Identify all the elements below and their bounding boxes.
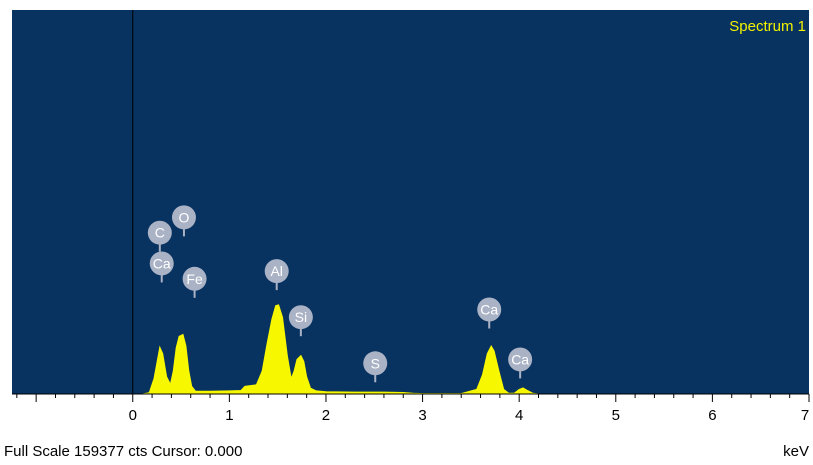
peak-marker-disc: [182, 266, 207, 291]
peak-marker-disc: [171, 205, 196, 230]
spectrum-title: Spectrum 1: [729, 18, 806, 35]
x-tick-label-2: 2: [322, 407, 330, 424]
peak-marker-disc: [149, 251, 174, 276]
peak-marker-ca-7[interactable]: Ca: [477, 297, 502, 329]
x-tick-label-1: 1: [225, 407, 233, 424]
peak-marker-c-0[interactable]: C: [147, 220, 172, 252]
plot-background: [12, 10, 809, 394]
x-tick-label-7: 7: [801, 407, 809, 424]
peak-marker-label: S: [371, 355, 380, 371]
peak-marker-ca-8[interactable]: Ca: [508, 347, 533, 379]
peak-marker-al-4[interactable]: Al: [264, 259, 289, 291]
status-readout: Full Scale 159377 cts Cursor: 0.000: [4, 443, 243, 460]
peak-marker-fe-3[interactable]: Fe: [182, 266, 207, 298]
peak-marker-label: C: [155, 225, 165, 241]
peak-marker-label: Ca: [511, 351, 529, 367]
peak-marker-disc: [264, 259, 289, 284]
element-markers: CO Ca Fe Al Si S Ca Ca: [147, 205, 533, 383]
x-axis-unit-label: keV: [783, 443, 809, 460]
x-tick-label-5: 5: [612, 407, 620, 424]
peak-marker-disc: [477, 297, 502, 322]
peak-marker-s-6[interactable]: S: [363, 351, 388, 383]
x-axis-ticks: 0 1 2 3 4 5 6 7: [16, 394, 810, 424]
peak-marker-label: Si: [295, 309, 307, 325]
x-tick-label-0: 0: [129, 407, 137, 424]
x-tick-label-3: 3: [418, 407, 426, 424]
peak-marker-label: O: [179, 209, 190, 225]
peak-marker-ca-2[interactable]: Ca: [149, 251, 174, 283]
peak-marker-disc: [363, 351, 388, 376]
peak-marker-si-5[interactable]: Si: [288, 305, 313, 337]
peak-marker-disc: [147, 220, 172, 245]
peak-marker-label: Ca: [480, 302, 498, 318]
peak-marker-label: Ca: [153, 255, 171, 271]
x-tick-label-4: 4: [515, 407, 523, 424]
peak-marker-label: Fe: [186, 271, 203, 287]
spectrum-series-0: [123, 304, 809, 395]
spectrum-area-layer: [123, 304, 809, 395]
peak-marker-disc: [288, 305, 313, 330]
peak-marker-disc: [508, 347, 533, 372]
peak-marker-label: Al: [270, 263, 282, 279]
x-tick-label-6: 6: [708, 407, 716, 424]
peak-marker-o-1[interactable]: O: [171, 205, 196, 237]
